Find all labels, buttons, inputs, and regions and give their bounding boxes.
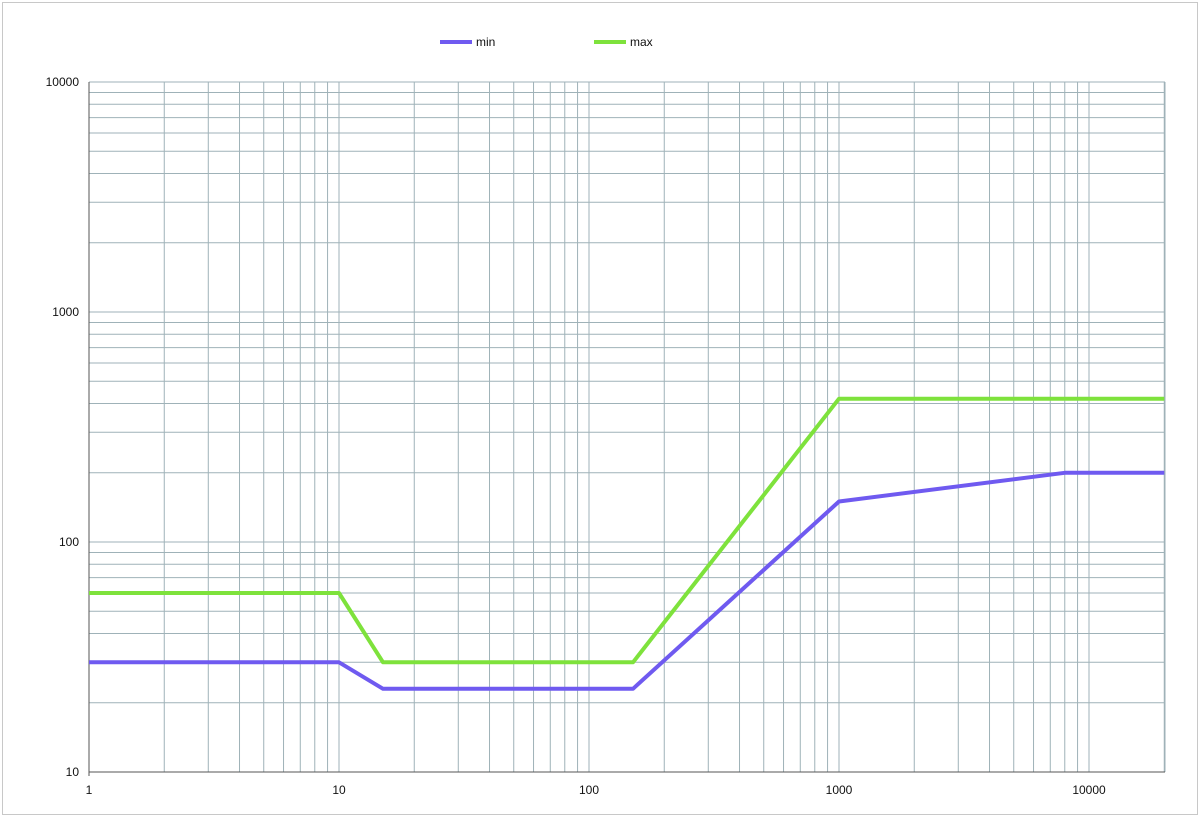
y-tick-label: 10000 — [46, 75, 80, 89]
y-tick-label: 1000 — [52, 305, 79, 319]
tick-labels: 1 10 100 1000 10000 10 100 1000 10000 — [46, 75, 1106, 797]
y-tick-label: 10 — [66, 765, 80, 779]
y-tick-label: 100 — [59, 535, 79, 549]
legend-label-min: min — [476, 35, 495, 49]
series-lines — [89, 396, 1165, 691]
x-tick-label: 1000 — [826, 783, 853, 797]
x-tick-label: 100 — [579, 783, 599, 797]
series-line-max — [89, 396, 1165, 665]
legend: min max — [440, 35, 653, 49]
x-tick-label: 10000 — [1072, 783, 1106, 797]
x-tick-label: 1 — [86, 783, 93, 797]
series-line-min — [89, 470, 1165, 691]
axes — [88, 82, 1165, 776]
x-tick-label: 10 — [332, 783, 346, 797]
grid-lines — [88, 81, 1166, 773]
legend-label-max: max — [630, 35, 653, 49]
